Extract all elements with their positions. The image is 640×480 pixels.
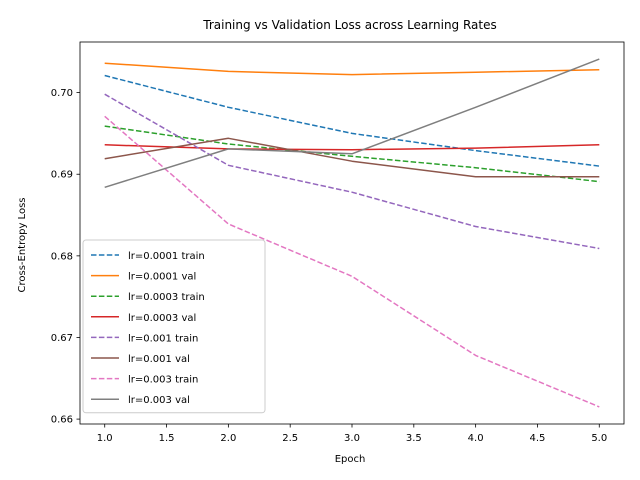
x-axis: 1.0 1.5 2.0 2.5 3.0 3.5 4.0 4.5 5.0 <box>97 424 607 444</box>
series-line-2 <box>104 125 600 183</box>
y-axis: 0.66 0.67 0.68 0.69 0.70 <box>51 88 80 426</box>
legend-entry-label: lr=0.001 train <box>128 333 198 344</box>
series-line-4 <box>104 93 600 250</box>
legend-entry-label: lr=0.003 train <box>128 375 198 386</box>
series-line-1 <box>104 62 600 76</box>
series-line-5 <box>104 137 600 178</box>
legend: lr=0.0001 train lr=0.0001 val lr=0.0003 tr… <box>82 239 266 414</box>
legend-entry-label: lr=0.0003 train <box>128 292 205 303</box>
x-tick-label: 1.5 <box>159 433 175 444</box>
y-tick-label: 0.66 <box>51 415 73 426</box>
legend-entry-label: lr=0.0003 val <box>128 313 196 324</box>
y-tick-label: 0.67 <box>51 333 73 344</box>
series-line-7 <box>104 58 600 189</box>
y-tick-label: 0.68 <box>51 251 73 262</box>
plot-area <box>79 41 625 425</box>
x-tick-label: 3.5 <box>406 433 422 444</box>
y-axis-label: Cross-Entropy Loss <box>17 198 28 293</box>
x-tick-label: 3.0 <box>344 433 360 444</box>
x-tick-label: 5.0 <box>591 433 607 444</box>
x-tick-label: 2.5 <box>282 433 298 444</box>
y-tick-label: 0.70 <box>51 88 73 99</box>
x-tick-label: 2.0 <box>220 433 236 444</box>
legend-box <box>82 239 266 414</box>
series-line-0 <box>104 74 600 167</box>
legend-entry-label: lr=0.003 val <box>128 395 190 406</box>
series-line-3 <box>104 144 600 151</box>
chart-title: Training vs Validation Loss across Learn… <box>202 18 497 32</box>
legend-entry-label: lr=0.001 val <box>128 354 190 365</box>
x-tick-label: 4.5 <box>530 433 546 444</box>
legend-entry-label: lr=0.0001 train <box>128 251 205 262</box>
x-tick-label: 1.0 <box>97 433 113 444</box>
x-axis-label: Epoch <box>335 454 366 465</box>
x-tick-label: 4.0 <box>468 433 484 444</box>
y-tick-label: 0.69 <box>51 170 73 181</box>
legend-entry-label: lr=0.0001 val <box>128 272 196 283</box>
